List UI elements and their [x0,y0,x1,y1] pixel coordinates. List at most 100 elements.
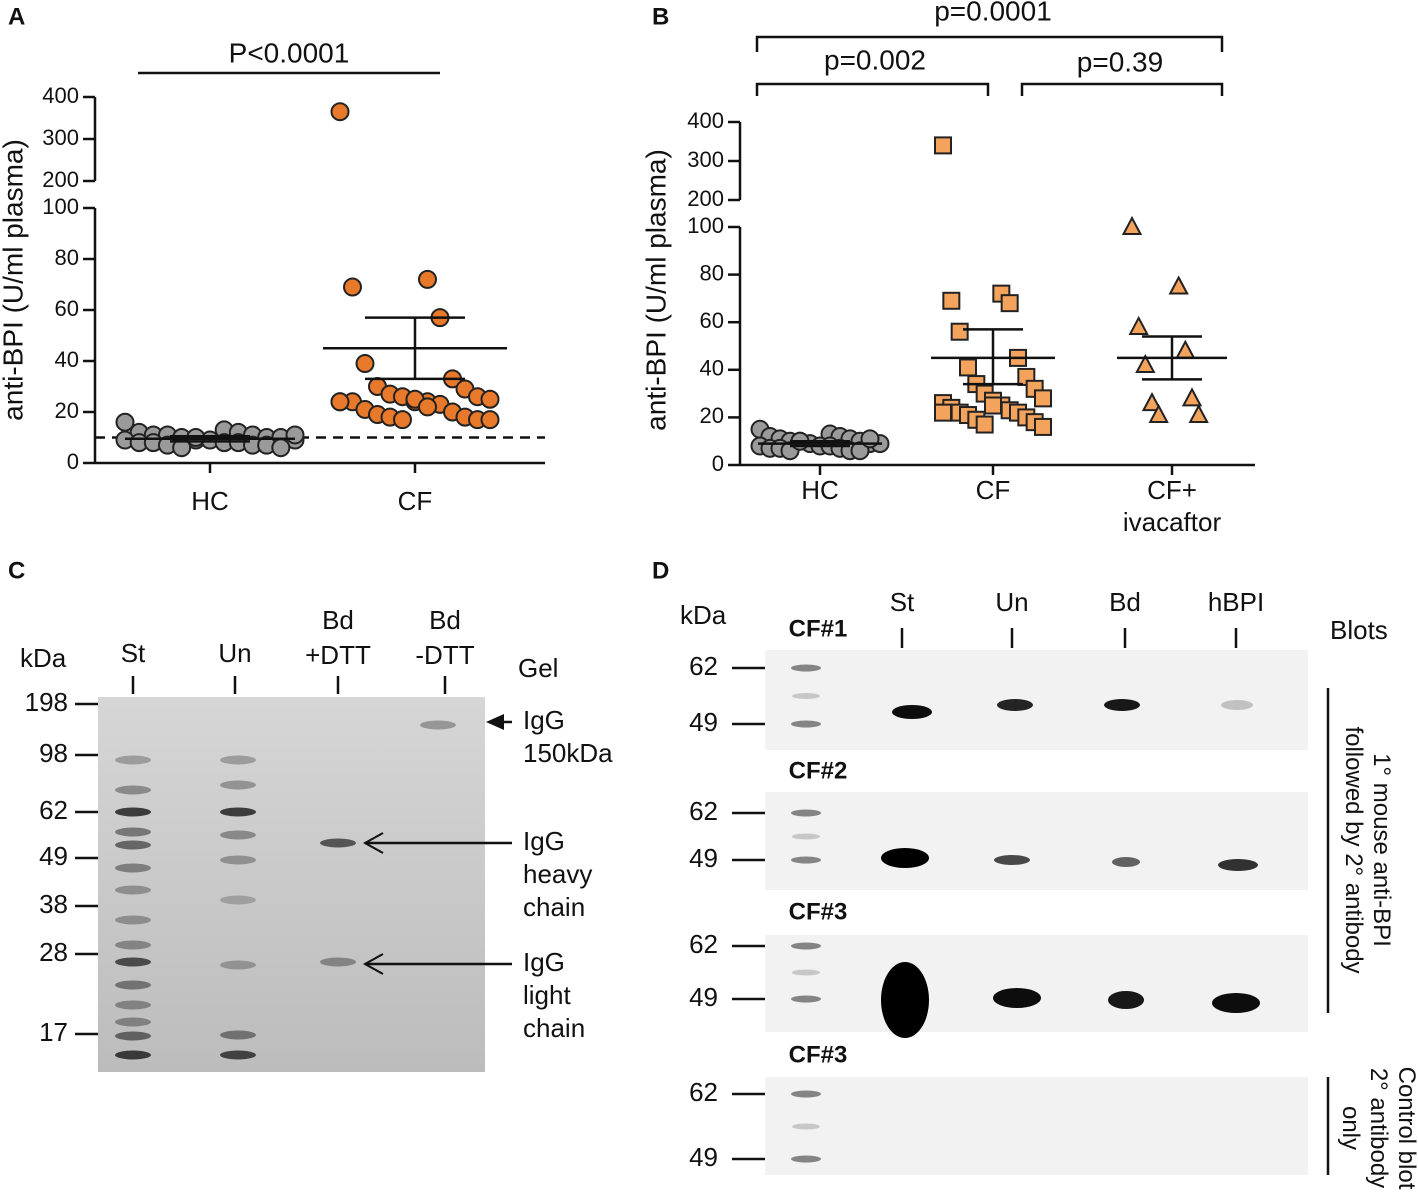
ladder-band [791,1090,821,1098]
lane-label: Un [218,638,251,668]
significance-label: P<0.0001 [229,37,350,68]
blot-band [1212,993,1260,1013]
data-point [1141,391,1163,412]
gel-label: Gel [518,653,558,683]
y-tick-label: 20 [55,398,79,423]
panel-label: B [652,3,669,30]
y-tick-label: 80 [55,245,79,270]
y-axis-label: anti-BPI (U/ml plasma) [0,139,28,421]
ladder-band [791,942,821,950]
blot-label: CF#2 [789,757,848,784]
callout-label: IgG heavy chain [523,826,592,922]
y-tick-label: 200 [42,167,79,192]
blots-label: Blots [1330,615,1388,645]
data-point [1188,403,1209,424]
data-point [271,438,291,458]
gel-band [220,895,256,905]
y-tick-label: 200 [687,186,724,211]
blot-band [1108,991,1144,1009]
ladder-band [792,833,820,840]
panel-label: D [652,557,669,584]
marker-label: 49 [689,982,718,1012]
y-tick-label: 100 [42,194,79,219]
lane-label: St [121,638,146,668]
blot-band [1218,859,1258,871]
ladder-band [791,995,821,1003]
marker-label: 49 [689,843,718,873]
data-point [1168,275,1189,295]
marker-label: 28 [39,937,68,967]
gel-band [115,840,151,850]
marker-label: 38 [39,889,68,919]
gel-band [320,838,356,848]
side-label: 1° mouse anti-BPIfollowed by 2° antibody [1340,726,1395,973]
gel-band [115,1000,151,1010]
arrow-head [486,714,504,730]
blot-image [765,792,1308,890]
data-point [950,322,969,341]
gel-band [220,830,256,840]
significance-bracket [755,82,990,96]
marker-label: 62 [689,1077,718,1107]
lane-label: Bd [1109,587,1141,617]
blot-band [892,705,932,719]
blot-label: CF#3 [789,898,848,925]
y-tick-label: 60 [700,308,724,333]
gel-band [115,885,151,895]
marker-label: 17 [39,1017,68,1047]
data-point [1181,387,1203,407]
significance-label: p=0.002 [824,44,926,75]
lane-label: St [890,587,915,617]
unit-label: kDa [20,643,67,673]
gel-band [220,1050,256,1060]
gel-band [115,1017,151,1027]
callout-label: IgG 150kDa [523,705,613,768]
significance-bracket [755,35,1224,52]
blot-band [1112,857,1140,867]
blot-label: CF#3 [789,1041,848,1068]
ladder-band [791,1155,821,1163]
blot-band [881,848,929,868]
y-tick-label: 0 [712,451,724,476]
blot-band [997,699,1033,711]
panel-label: C [8,557,25,584]
gel-band [320,957,356,967]
blot-image [765,650,1308,750]
y-tick-label: 0 [67,449,79,474]
significance-label: p=0.39 [1077,46,1163,77]
gel-band [115,827,151,837]
gel-band [115,1050,151,1060]
data-point [330,102,350,122]
blot-band [881,962,929,1038]
significance-bracket [1020,82,1224,96]
x-tick-label: CF [976,475,1011,505]
data-point [285,425,305,445]
data-point [330,392,350,412]
y-tick-label: 40 [700,356,724,381]
blot-image [765,935,1308,1032]
marker-label: 62 [689,651,718,681]
ladder-band [791,664,821,672]
data-point [1034,417,1052,436]
gel-band [115,863,151,873]
x-tick-label: HC [191,486,229,516]
gel-band [115,980,151,990]
gel-band [220,780,256,790]
gel-band [115,755,151,765]
ladder-band [792,969,820,976]
lane-label: hBPI [1208,587,1264,617]
y-tick-label: 400 [687,108,724,133]
blot-image [765,1077,1308,1175]
gel-band [115,1031,151,1041]
marker-label: 98 [39,738,68,768]
gel-band [220,960,256,970]
blot-label: CF#1 [789,615,848,642]
gel-band [220,855,256,865]
x-tick-label: CF [398,486,433,516]
y-tick-label: 400 [42,83,79,108]
significance-label: p=0.0001 [934,0,1052,26]
data-point [1148,403,1169,424]
y-tick-label: 100 [687,213,724,238]
data-point [480,389,500,409]
